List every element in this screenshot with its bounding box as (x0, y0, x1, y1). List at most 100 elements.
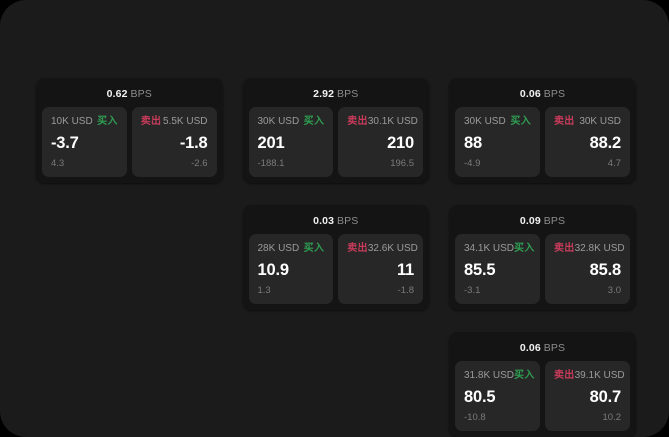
bps-unit: BPS (130, 88, 152, 100)
card-header: 0.62 BPS (42, 84, 217, 107)
sell-price: -1.8 (179, 134, 208, 152)
buy-price: -3.7 (51, 134, 79, 152)
buy-delta: 4.3 (51, 158, 65, 169)
sell-panel[interactable]: 卖出 32.8K USD 85.8 3.0 (545, 234, 630, 304)
card-panels: 34.1K USD 买入 85.5 -3.1 卖出 32.8K USD 85.8… (455, 234, 630, 304)
sell-side-label: 卖出 (554, 243, 575, 254)
bps-unit: BPS (543, 215, 566, 227)
bps-unit: BPS (337, 88, 359, 100)
sell-panel[interactable]: 卖出 30K USD 88.2 4.7 (545, 107, 630, 177)
sell-price: 85.8 (589, 261, 622, 279)
buy-side-label: 买入 (514, 370, 535, 381)
quote-card[interactable]: 0.03 BPS 28K USD 买入 10.9 1.3 卖出 (242, 205, 429, 310)
bps-unit: BPS (543, 88, 566, 100)
bps-value: 0.03 (313, 215, 335, 227)
sell-panel[interactable]: 卖出 30.1K USD 210 196.5 (338, 107, 423, 177)
sell-panel-header: 卖出 39.1K USD (554, 370, 625, 382)
quote-card[interactable]: 2.92 BPS 30K USD 买入 201 -188.1 卖出 (242, 78, 429, 183)
quote-card[interactable]: 0.62 BPS 10K USD 买入 -3.7 4.3 卖出 (36, 78, 223, 183)
card-header: 2.92 BPS (249, 84, 424, 107)
bps-value: 0.62 (106, 88, 128, 100)
buy-price: 85.5 (464, 261, 496, 279)
bps-unit: BPS (543, 342, 566, 354)
buy-side-label: 买入 (97, 116, 118, 127)
buy-side-label: 买入 (510, 116, 531, 127)
card-header: 0.09 BPS (455, 211, 630, 234)
buy-delta: -3.1 (464, 285, 481, 296)
buy-size-label: 28K USD (257, 243, 300, 254)
sell-panel[interactable]: 卖出 5.5K USD -1.8 -2.6 (131, 107, 217, 177)
sell-panel[interactable]: 卖出 39.1K USD 80.7 10.2 (545, 361, 630, 431)
card-panels: 30K USD 买入 88 -4.9 卖出 30K USD 88.2 4.7 (455, 107, 630, 177)
card-header: 0.06 BPS (455, 338, 630, 361)
sell-panel-header: 卖出 32.6K USD (347, 243, 418, 255)
buy-panel[interactable]: 30K USD 买入 88 -4.9 (455, 107, 540, 177)
quote-card[interactable]: 0.06 BPS 31.8K USD 买入 80.5 -10.8 卖出 (449, 332, 636, 437)
quote-card[interactable]: 0.06 BPS 30K USD 买入 88 -4.9 卖出 (449, 78, 636, 183)
buy-delta: -188.1 (257, 158, 285, 169)
card-panels: 28K USD 买入 10.9 1.3 卖出 32.6K USD 11 -1.8 (248, 234, 423, 304)
sell-delta: 3.0 (607, 285, 621, 296)
buy-side-label: 买入 (514, 243, 535, 254)
sell-price: 80.7 (589, 388, 622, 406)
bps-value: 2.92 (313, 88, 335, 100)
sell-delta: 4.7 (607, 158, 621, 169)
buy-price: 10.9 (257, 261, 290, 279)
sell-size-label: 32.8K USD (574, 243, 625, 254)
buy-price: 80.5 (464, 388, 496, 406)
sell-panel-header: 卖出 30.1K USD (347, 116, 418, 128)
buy-delta: -10.8 (464, 412, 486, 423)
card-panels: 30K USD 买入 201 -188.1 卖出 30.1K USD 210 1… (248, 107, 423, 177)
bps-value: 0.06 (519, 88, 541, 100)
buy-side-label: 买入 (303, 116, 325, 127)
buy-price: 88 (464, 134, 482, 152)
buy-size-label: 34.1K USD (464, 243, 515, 254)
sell-size-label: 39.1K USD (574, 370, 625, 381)
buy-panel[interactable]: 10K USD 买入 -3.7 4.3 (42, 107, 127, 177)
sell-delta: -1.8 (397, 285, 414, 296)
buy-side-label: 买入 (303, 243, 325, 254)
quote-card[interactable]: 0.09 BPS 34.1K USD 买入 85.5 -3.1 卖出 (449, 205, 636, 310)
buy-panel[interactable]: 28K USD 买入 10.9 1.3 (248, 234, 334, 304)
sell-size-label: 30.1K USD (367, 116, 418, 127)
buy-size-label: 30K USD (464, 116, 506, 127)
sell-size-label: 32.6K USD (367, 243, 418, 254)
sell-price: 11 (396, 261, 414, 279)
sell-side-label: 卖出 (554, 370, 575, 381)
sell-price: 88.2 (589, 134, 622, 152)
buy-panel[interactable]: 30K USD 买入 201 -188.1 (248, 107, 334, 177)
sell-panel-header: 卖出 30K USD (554, 116, 621, 128)
sell-side-label: 卖出 (347, 243, 368, 254)
sell-size-label: 5.5K USD (163, 116, 208, 127)
buy-panel-header: 34.1K USD 买入 (464, 243, 534, 255)
bps-value: 0.06 (519, 342, 541, 354)
sell-side-label: 卖出 (554, 116, 575, 127)
buy-panel-header: 10K USD 买入 (51, 116, 118, 128)
sell-panel-header: 卖出 32.8K USD (554, 243, 625, 255)
sell-side-label: 卖出 (140, 116, 162, 127)
buy-panel[interactable]: 31.8K USD 买入 80.5 -10.8 (455, 361, 540, 431)
buy-panel-header: 31.8K USD 买入 (464, 370, 534, 382)
bps-unit: BPS (337, 215, 359, 227)
buy-size-label: 30K USD (257, 116, 300, 127)
sell-delta: 10.2 (602, 412, 622, 423)
sell-side-label: 卖出 (347, 116, 368, 127)
column-left: 0.62 BPS 10K USD 买入 -3.7 4.3 卖出 (36, 78, 223, 183)
buy-panel[interactable]: 34.1K USD 买入 85.5 -3.1 (455, 234, 540, 304)
card-panels: 31.8K USD 买入 80.5 -10.8 卖出 39.1K USD 80.… (455, 361, 630, 431)
card-header: 0.06 BPS (455, 84, 630, 107)
sell-panel-header: 卖出 5.5K USD (141, 116, 208, 128)
buy-size-label: 10K USD (51, 116, 93, 127)
card-header: 0.03 BPS (249, 211, 424, 234)
buy-size-label: 31.8K USD (464, 370, 515, 381)
card-panels: 10K USD 买入 -3.7 4.3 卖出 5.5K USD -1.8 -2.… (42, 107, 217, 177)
buy-panel-header: 28K USD 买入 (258, 243, 325, 255)
column-middle: 2.92 BPS 30K USD 买入 201 -188.1 卖出 (242, 78, 429, 310)
buy-panel-header: 30K USD 买入 (464, 116, 531, 128)
buy-delta: 1.3 (257, 285, 271, 296)
buy-price: 201 (257, 134, 285, 152)
sell-panel[interactable]: 卖出 32.6K USD 11 -1.8 (338, 234, 423, 304)
buy-delta: -4.9 (464, 158, 481, 169)
sell-delta: -2.6 (191, 158, 208, 169)
